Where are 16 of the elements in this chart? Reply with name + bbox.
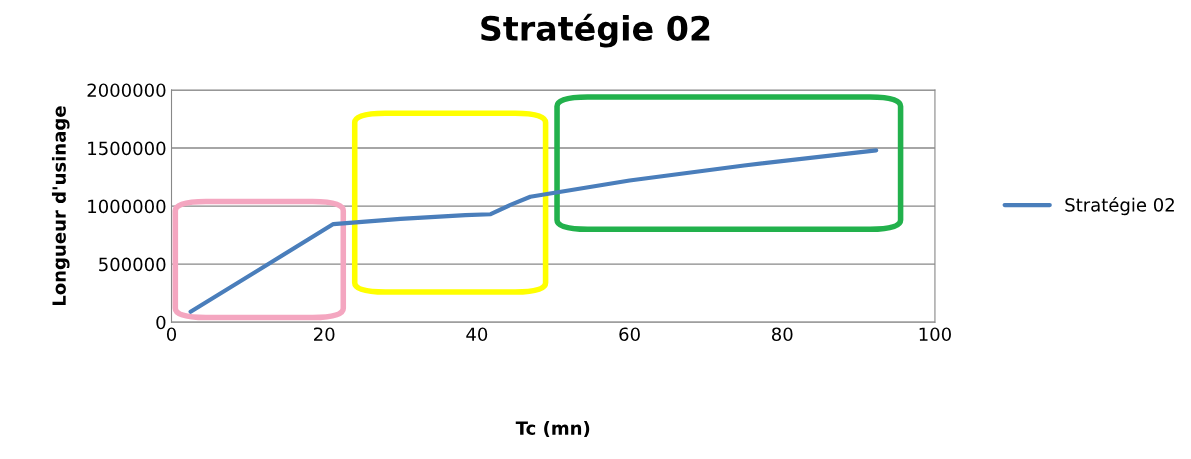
legend-label: Stratégie 02 [1065, 196, 1174, 216]
y-tick-label: 0 [156, 315, 166, 330]
y-tick-label: 1500000 [88, 141, 166, 156]
chart-title: Stratégie 02 [481, 13, 710, 48]
x-tick-label: 40 [466, 327, 488, 342]
x-axis-title: Tc (mn) [515, 420, 590, 438]
y-tick-label: 2000000 [87, 83, 166, 98]
y-tick-label: 1000000 [88, 199, 166, 214]
x-tick-label: 20 [314, 327, 335, 342]
x-tick-label: 80 [771, 327, 793, 342]
x-tick-label: 60 [619, 327, 640, 342]
line-series [188, 148, 879, 314]
y-axis-title: Longueur d'usinage [51, 106, 70, 306]
y-tick-label: 500000 [99, 257, 166, 272]
x-tick-label: 100 [919, 327, 951, 342]
x-tick-label: 0 [166, 327, 177, 342]
